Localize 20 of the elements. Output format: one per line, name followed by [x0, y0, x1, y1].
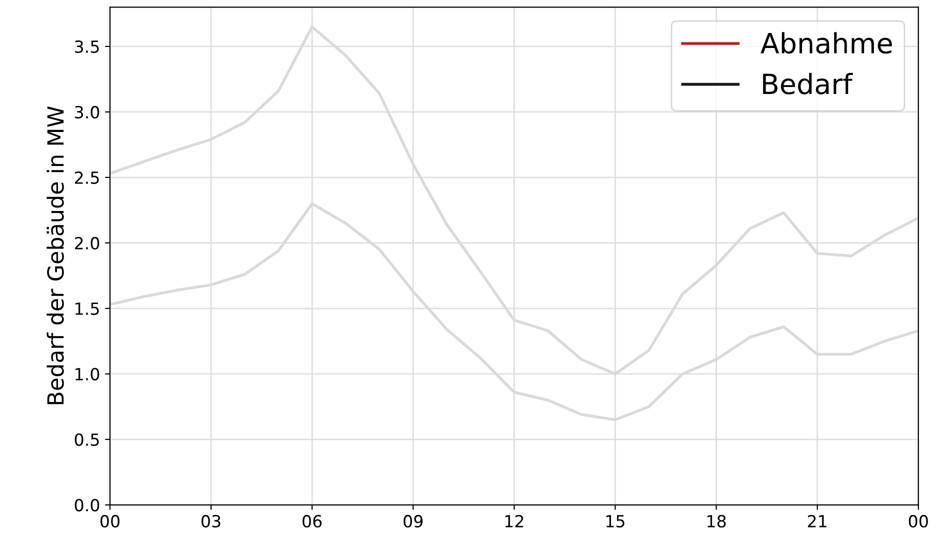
legend-label: Bedarf — [763, 72, 853, 94]
x-tick-label: 18 — [708, 514, 726, 528]
x-tick-label: 00 — [100, 514, 120, 528]
x-tick-label: 12 — [505, 514, 524, 528]
y-tick-label: 2.5 — [74, 171, 99, 184]
y-tick-label: 3.5 — [75, 40, 99, 54]
x-tick-label: 09 — [404, 514, 423, 528]
x-tick-label: 03 — [202, 514, 220, 528]
y-tick-label: 3.0 — [75, 106, 100, 119]
legend-label: Abnahme — [760, 32, 892, 54]
x-tick-label: 06 — [302, 514, 322, 528]
y-tick-label: 2.0 — [74, 236, 100, 250]
y-tick-label: 1.5 — [76, 302, 99, 315]
y-tick-label: 0.5 — [74, 433, 99, 446]
x-tick-label: 21 — [808, 514, 826, 528]
x-tick-label: 00 — [908, 514, 928, 528]
x-tick-label: 15 — [606, 515, 624, 528]
y-axis-title: Bedarf der Gebäude in MW — [46, 106, 64, 404]
y-tick-label: 1.0 — [76, 368, 100, 380]
y-tick-label: 0.0 — [74, 498, 100, 512]
